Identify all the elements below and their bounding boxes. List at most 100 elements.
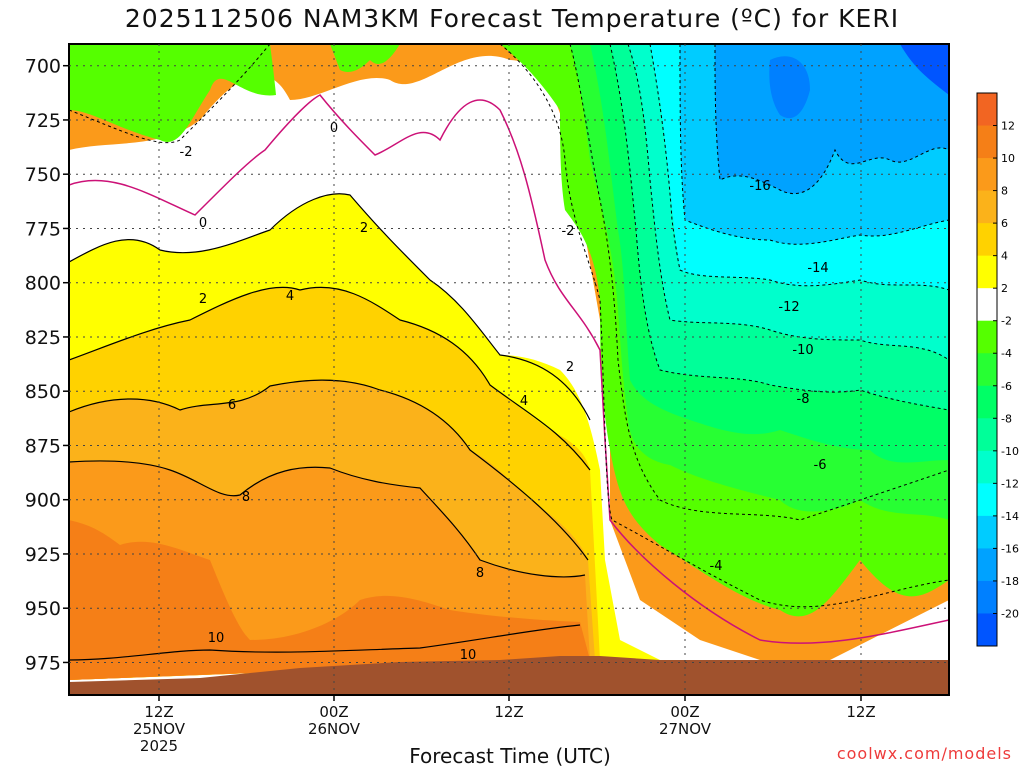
y-tick-label: 900 xyxy=(25,490,61,512)
dashed-contour xyxy=(714,44,949,195)
x-tick-label: 26NOV xyxy=(308,720,361,738)
colorbar-bin xyxy=(977,288,997,322)
y-axis: 700 725 750 775 800 825 850 875 900 925 950 975 xyxy=(25,56,69,674)
band-green xyxy=(69,44,276,142)
x-tick-label: 25NOV xyxy=(133,720,186,738)
contour-label: 6 xyxy=(228,398,236,413)
contour-label: 8 xyxy=(476,566,484,581)
contour-line xyxy=(69,286,591,471)
x-tick-label: 2025 xyxy=(140,737,178,755)
colorbar-tick-label: -12 xyxy=(1001,477,1019,490)
y-tick-label: 850 xyxy=(25,381,61,403)
contour-label: -14 xyxy=(807,261,828,276)
dashed-contour xyxy=(679,44,949,245)
contour-label: 2 xyxy=(199,292,207,307)
contour-label: 10 xyxy=(460,648,477,663)
colorbar-bin xyxy=(977,385,997,419)
y-tick-label: 950 xyxy=(25,598,61,620)
x-tick-label: 12Z xyxy=(494,703,523,721)
contour-labels: -2 0 0 2 2 4 6 8 -16 -14 -12 -10 -8 -6 -4 -2 4 2 8 10 10 xyxy=(180,121,829,663)
contour-label: -16 xyxy=(749,179,770,194)
colorbar: 12 10 8 6 4 2 -2 -4 -6 -8 -10 -12 -14 -16 -18 -20 xyxy=(976,92,1019,647)
contour-label: 2 xyxy=(566,360,574,375)
colorbar-tick-label: -10 xyxy=(1001,445,1019,458)
y-tick-label: 750 xyxy=(25,164,61,186)
colorbar-bin xyxy=(977,223,997,257)
dashed-contour xyxy=(609,44,949,411)
colorbar-bin xyxy=(977,93,997,127)
contour-label: 8 xyxy=(242,490,250,505)
colorbar-bin xyxy=(977,158,997,192)
colorbar-bin xyxy=(977,418,997,452)
colorbar-bin xyxy=(977,515,997,549)
x-tick-label: 00Z xyxy=(319,703,348,721)
contour-label: -8 xyxy=(797,392,810,407)
band-m20 xyxy=(900,44,949,95)
dashed-contour xyxy=(649,44,949,291)
colorbar-bin xyxy=(977,353,997,387)
contour-label: -12 xyxy=(778,300,799,315)
colorbar-bin xyxy=(977,613,997,647)
colorbar-bin xyxy=(977,125,997,159)
colorbar-tick-label: -8 xyxy=(1001,412,1012,425)
contour-line xyxy=(69,193,591,421)
y-tick-label: 825 xyxy=(25,327,61,349)
colorbar-tick-label: 2 xyxy=(1001,282,1008,295)
colorbar-tick-label: -20 xyxy=(1001,607,1019,620)
y-tick-label: 875 xyxy=(25,435,61,457)
contour-label: 4 xyxy=(286,289,294,304)
colorbar-tick-label: 8 xyxy=(1001,185,1008,198)
credit-text: coolwx.com/models xyxy=(836,744,1012,763)
colorbar-tick-label: 4 xyxy=(1001,250,1008,263)
y-tick-label: 975 xyxy=(25,652,61,674)
colorbar-tick-label: -4 xyxy=(1001,347,1012,360)
x-tick-label: 00Z xyxy=(670,703,699,721)
contour-label: 2 xyxy=(360,221,368,236)
colorbar-tick-label: 10 xyxy=(1001,152,1015,165)
colorbar-tick-label: -14 xyxy=(1001,510,1019,523)
colorbar-bin xyxy=(977,580,997,614)
colorbar-bin xyxy=(977,548,997,582)
zero-contour xyxy=(69,94,949,644)
contour-line xyxy=(69,460,586,578)
colorbar-tick-label: -2 xyxy=(1001,315,1012,328)
plot-area xyxy=(69,44,949,695)
y-tick-label: 700 xyxy=(25,56,61,78)
y-tick-label: 800 xyxy=(25,273,61,295)
band-darkorange xyxy=(69,520,590,680)
y-tick-label: 725 xyxy=(25,110,61,132)
contour-line xyxy=(69,624,581,661)
y-tick-label: 775 xyxy=(25,218,61,240)
x-tick-label: 12Z xyxy=(846,703,875,721)
x-axis-label: Forecast Time (UTC) xyxy=(409,744,611,768)
x-tick-label: 12Z xyxy=(144,703,173,721)
colorbar-bin xyxy=(977,320,997,354)
colorbar-bin xyxy=(977,483,997,517)
colorbar-tick-label: 6 xyxy=(1001,217,1008,230)
contour-label: -6 xyxy=(814,458,827,473)
contour-label: 0 xyxy=(330,121,338,136)
chart-title: 2025112506 NAM3KM Forecast Temperature (… xyxy=(124,4,900,33)
colorbar-frame xyxy=(976,92,998,647)
contour-label: 10 xyxy=(208,631,225,646)
y-tick-label: 925 xyxy=(25,544,61,566)
contour-label: 0 xyxy=(199,216,207,231)
colorbar-tick-label: -16 xyxy=(1001,542,1019,555)
band-green-top2 xyxy=(330,44,400,72)
colorbar-bin xyxy=(977,190,997,224)
band-m18 xyxy=(769,56,810,119)
colorbar-bin xyxy=(977,255,997,289)
contour-line xyxy=(69,379,589,561)
colorbar-tick-label: -18 xyxy=(1001,575,1019,588)
dashed-contour xyxy=(569,44,949,521)
x-tick-label: 27NOV xyxy=(659,720,712,738)
colorbar-tick-label: -6 xyxy=(1001,380,1012,393)
colorbar-tick-label: 12 xyxy=(1001,120,1015,133)
contour-label: -4 xyxy=(710,559,723,574)
contour-label: -10 xyxy=(792,343,813,358)
contour-label: 4 xyxy=(520,394,528,409)
colorbar-bin xyxy=(977,450,997,484)
contour-label: -2 xyxy=(180,145,193,160)
